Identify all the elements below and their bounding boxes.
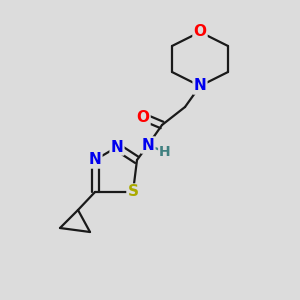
Text: S: S — [128, 184, 139, 200]
Text: N: N — [88, 152, 101, 167]
Text: N: N — [142, 137, 154, 152]
Text: O: O — [136, 110, 149, 124]
Text: H: H — [159, 145, 171, 159]
Text: O: O — [194, 25, 206, 40]
Text: N: N — [111, 140, 123, 154]
Text: N: N — [194, 79, 206, 94]
